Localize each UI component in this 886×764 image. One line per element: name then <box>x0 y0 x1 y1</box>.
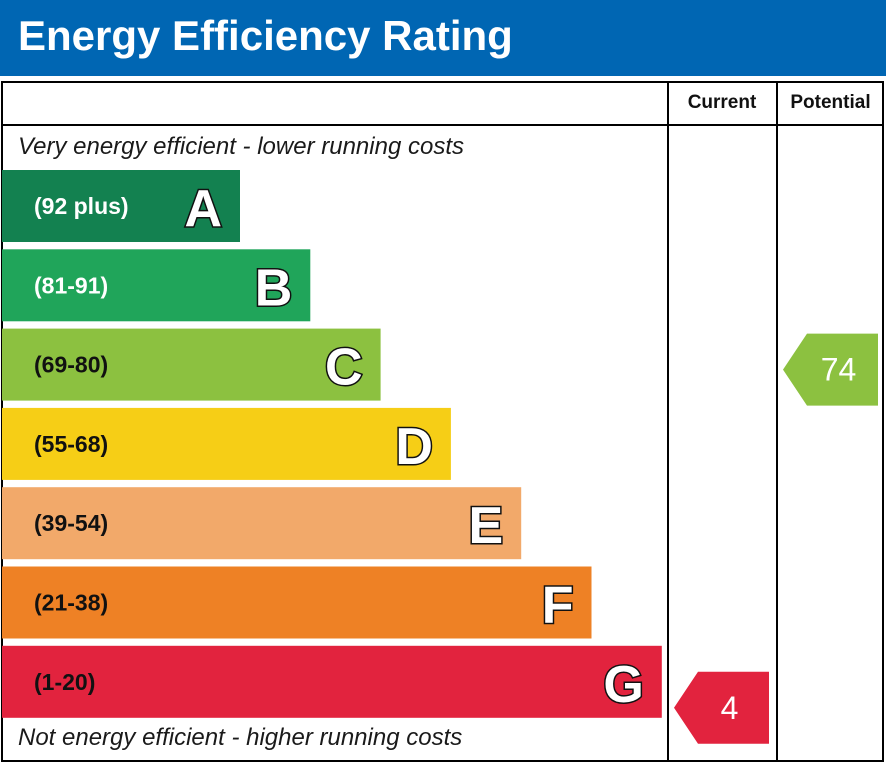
page-title: Energy Efficiency Rating <box>18 12 513 59</box>
rating-table <box>1 81 884 762</box>
top-note: Very energy efficient - lower running co… <box>18 133 464 160</box>
header-bar: Energy Efficiency Rating <box>0 0 886 76</box>
bottom-note: Not energy efficient - higher running co… <box>18 724 463 751</box>
potential-column-header: Potential <box>790 92 871 113</box>
table-border <box>1 81 884 762</box>
table-grid <box>1 81 884 762</box>
current-column-header: Current <box>687 92 757 113</box>
